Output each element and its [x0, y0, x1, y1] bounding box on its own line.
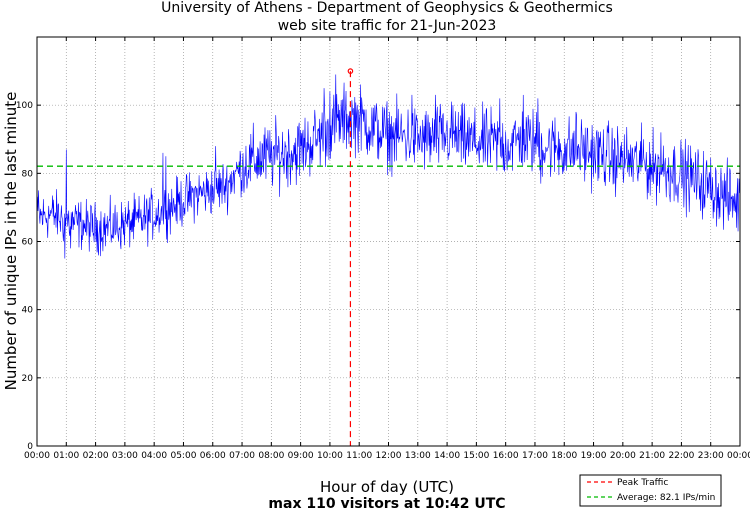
- legend: Peak Traffic Average: 82.1 IPs/min: [579, 474, 722, 507]
- x-tick-label: 23:00: [698, 451, 724, 461]
- x-tick-label: 22:00: [668, 451, 694, 461]
- x-tick-label: 03:00: [112, 451, 138, 461]
- x-tick-label: 02:00: [83, 451, 109, 461]
- legend-box: [579, 474, 722, 507]
- x-tick-label: 07:00: [229, 451, 255, 461]
- data-layer: [36, 68, 740, 446]
- x-tick-label: 18:00: [551, 451, 577, 461]
- y-tick-label: 100: [16, 101, 33, 111]
- x-tick-label: 21:00: [639, 451, 665, 461]
- x-tick-label: 09:00: [288, 451, 314, 461]
- x-tick-label: 04:00: [141, 451, 167, 461]
- y-axis-ticks: 0 20 40 60 80 100: [16, 101, 740, 452]
- y-tick-label: 40: [22, 306, 34, 316]
- x-tick-label: 15:00: [463, 451, 489, 461]
- grid: [37, 37, 740, 446]
- x-tick-label: 10:00: [317, 451, 343, 461]
- x-tick-label: 00:00: [727, 451, 750, 461]
- x-tick-label: 01:00: [53, 451, 79, 461]
- peak-point: [347, 68, 354, 74]
- legend-peak-label: Peak Traffic: [617, 478, 668, 488]
- x-tick-label: 00:00: [24, 451, 50, 461]
- traffic-series-line: [36, 74, 740, 259]
- x-tick-label: 16:00: [493, 451, 519, 461]
- chart-title: University of Athens - Department of Geo…: [161, 0, 613, 16]
- max-visitors-caption: max 110 visitors at 10:42 UTC: [268, 496, 505, 511]
- x-tick-label: 06:00: [200, 451, 226, 461]
- x-tick-label: 14:00: [434, 451, 460, 461]
- x-tick-label: 11:00: [346, 451, 372, 461]
- x-tick-label: 08:00: [258, 451, 284, 461]
- y-tick-label: 60: [22, 238, 34, 248]
- legend-average-label: Average: 82.1 IPs/min: [617, 493, 715, 503]
- x-tick-label: 12:00: [376, 451, 402, 461]
- x-tick-label: 20:00: [610, 451, 636, 461]
- x-tick-label: 19:00: [581, 451, 607, 461]
- x-axis-ticks: 00:00 01:00 02:00 03:00 04:00 05:00 06:00 07:00…: [24, 37, 750, 461]
- chart-subtitle: web site traffic for 21-Jun-2023: [278, 18, 497, 34]
- y-tick-label: 20: [22, 374, 34, 384]
- y-axis-label: Number of unique IPs in the last minute: [2, 92, 20, 391]
- y-tick-label: 80: [22, 169, 34, 179]
- x-axis-label: Hour of day (UTC): [320, 478, 454, 496]
- x-tick-label: 05:00: [170, 451, 196, 461]
- x-tick-label: 17:00: [522, 451, 548, 461]
- x-tick-label: 13:00: [405, 451, 431, 461]
- y-tick-label: 0: [27, 442, 33, 452]
